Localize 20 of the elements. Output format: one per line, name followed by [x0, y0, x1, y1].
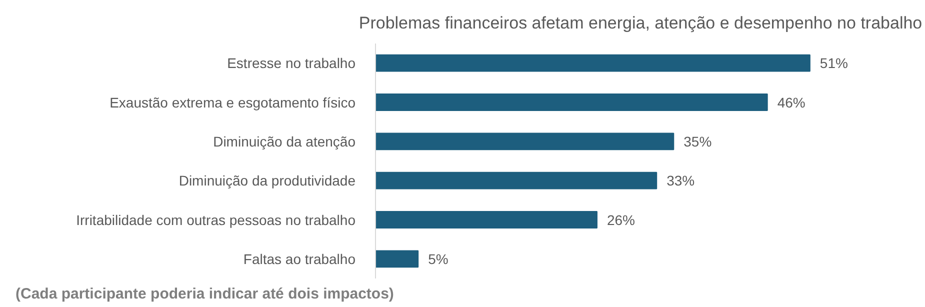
y-tick-label: Faltas ao trabalho: [243, 250, 356, 267]
chart-title: Problemas financeiros afetam energia, atenção e desempenho no trabalho: [358, 14, 922, 32]
y-tick-label: Estresse no trabalho: [227, 55, 356, 72]
y-tick-label: Exaustão extrema e esgotamento físico: [110, 94, 356, 110]
data-label: 33%: [666, 172, 695, 189]
data-label: 46%: [777, 94, 806, 110]
bar: [376, 211, 598, 228]
data-label: 51%: [820, 55, 848, 72]
bar: [376, 250, 419, 268]
y-tick-label: Diminuição da produtividade: [178, 172, 356, 189]
y-tick-label: Irritabilidade com outras pessoas no trabalho: [76, 212, 356, 228]
y-tick-label: Diminuição da atenção: [213, 133, 356, 150]
bar: [376, 54, 810, 72]
bar: [376, 94, 768, 111]
data-label: 5%: [428, 250, 448, 267]
data-label: 35%: [684, 133, 712, 150]
bar: [376, 172, 658, 190]
text: (Cada participante poderia indicar até dois impactos): [16, 286, 394, 302]
bar: [376, 132, 674, 150]
data-label: 26%: [606, 212, 636, 228]
